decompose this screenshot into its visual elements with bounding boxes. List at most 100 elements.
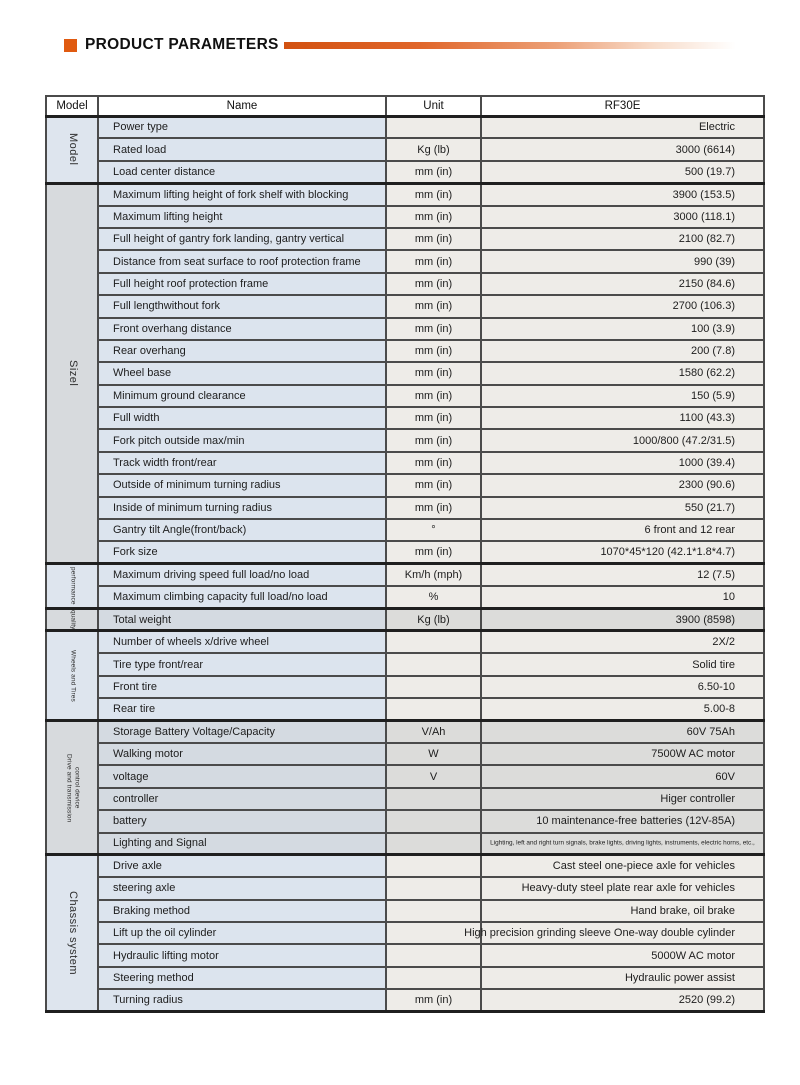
param-name: Maximum lifting height of fork shelf wit… [97, 181, 387, 207]
table-row: Minimum ground clearance mm (in) 150 (5.9) [46, 383, 765, 409]
param-name: Lighting and Signal [97, 831, 387, 856]
param-value: 2520 (99.2) [480, 988, 765, 1013]
param-unit [385, 876, 482, 901]
param-name: Storage Battery Voltage/Capacity [97, 719, 387, 744]
param-name: Drive axle [97, 853, 387, 879]
param-unit [385, 898, 482, 924]
table-row: Fork pitch outside max/min mm (in) 1000/80… [46, 428, 765, 453]
table-row: Front overhang distance mm (in) 100 (3.9) [46, 316, 765, 341]
param-name: Fork size [97, 540, 387, 565]
param-unit: mm (in) [385, 473, 482, 498]
param-unit: mm (in) [385, 226, 482, 252]
param-name: Rear tire [97, 697, 387, 722]
param-value: 5.00-8 [480, 697, 765, 722]
param-value: 2300 (90.6) [480, 473, 765, 498]
table-row: quality Total weight Kg (lb) 3900 (8598) [45, 607, 765, 633]
param-unit: mm (in) [385, 294, 482, 319]
param-unit: mm (in) [385, 540, 482, 565]
section-label-quality: quality [45, 607, 99, 633]
param-unit [385, 853, 482, 879]
param-unit: V/Ah [385, 719, 482, 744]
header-unit: Unit [385, 95, 482, 118]
param-value: Higer controller [480, 786, 765, 812]
param-name: Number of wheels x/drive wheel [97, 629, 387, 655]
param-unit: Kg (lb) [385, 607, 482, 633]
param-unit [385, 114, 482, 140]
param-unit: W [385, 741, 482, 767]
table-row: Tire type front/rear Solid tire [46, 652, 765, 677]
param-value: 10 maintenance-free batteries (12V-85A) [480, 809, 765, 834]
parameters-table: Model Name Unit RF30E Model Power type Ele… [45, 95, 765, 1014]
param-value: Hydraulic power assist [480, 965, 765, 991]
param-unit: mm (in) [385, 988, 482, 1013]
param-name: Maximum lifting height [97, 204, 387, 229]
param-value: 10 [480, 585, 765, 610]
param-value: 1000/800 (47.2/31.5) [480, 428, 765, 453]
param-value: 3000 (118.1) [480, 204, 765, 229]
param-name: Track width front/rear [97, 450, 387, 476]
param-value: 3900 (153.5) [480, 181, 765, 207]
param-value: 12 (7.5) [480, 562, 765, 588]
param-name: Maximum driving speed full load/no load [97, 562, 387, 588]
table-row: Hydraulic lifting motor 5000W AC motor [46, 943, 765, 968]
table-row: Rated load Kg (lb) 3000 (6614) [46, 137, 765, 162]
table-row: Track width front/rear mm (in) 1000 (39.4) [46, 450, 765, 476]
table-row: Full height of gantry fork landing, gant… [46, 226, 765, 252]
param-name: Tire type front/rear [97, 652, 387, 677]
param-unit [385, 831, 482, 856]
param-name: Outside of minimum turning radius [97, 473, 387, 498]
param-name: Full width [97, 406, 387, 431]
param-unit: mm (in) [385, 271, 482, 297]
table-row: Model Power type Electric [45, 114, 765, 185]
param-unit [385, 809, 482, 834]
section-label-wheels-and-tires: Wheels and Tires [45, 629, 99, 722]
table-row: voltage V 60V [46, 764, 765, 789]
param-name: voltage [97, 764, 387, 789]
table-row: Fork size mm (in) 1070*45*120 (42.1*1.8*4.… [46, 540, 765, 565]
table-row: steering axle Heavy-duty steel plate rear… [46, 876, 765, 901]
page-title-row: PRODUCT PARAMETERS [64, 36, 736, 54]
param-name: Full height of gantry fork landing, gant… [97, 226, 387, 252]
title-gradient-line [283, 42, 736, 49]
param-name: battery [97, 809, 387, 834]
param-name: Walking motor [97, 741, 387, 767]
param-unit: mm (in) [385, 361, 482, 386]
table-row: Full width mm (in) 1100 (43.3) [46, 406, 765, 431]
param-value: 60V 75Ah [480, 719, 765, 744]
param-value: 1070*45*120 (42.1*1.8*4.7) [480, 540, 765, 565]
param-value: 2100 (82.7) [480, 226, 765, 252]
section-label-sizel: Sizel [45, 181, 99, 565]
param-name: Hydraulic lifting motor [97, 943, 387, 968]
param-value: 3900 (8598) [480, 607, 765, 633]
param-name: Steering method [97, 965, 387, 991]
param-unit: mm (in) [385, 316, 482, 341]
param-name: Fork pitch outside max/min [97, 428, 387, 453]
param-name: Front overhang distance [97, 316, 387, 341]
table-row: Full lengthwithout fork mm (in) 2700 (106.… [46, 294, 765, 319]
section-label-drive-and-transmission-control-device: Drive and transmission control device [45, 719, 99, 856]
param-name: Minimum ground clearance [97, 383, 387, 409]
param-name: Inside of minimum turning radius [97, 495, 387, 521]
param-name: Gantry tilt Angle(front/back) [97, 518, 387, 543]
param-value: 990 (39) [480, 249, 765, 274]
param-value: 150 (5.9) [480, 383, 765, 409]
table-row: Maximum climbing capacity full load/no l… [46, 585, 765, 610]
param-value: 100 (3.9) [480, 316, 765, 341]
table-row: Distance from seat surface to roof prote… [46, 249, 765, 274]
param-value: Solid tire [480, 652, 765, 677]
param-value: 1000 (39.4) [480, 450, 765, 476]
param-unit [385, 921, 482, 946]
header-name: Name [97, 95, 387, 118]
header-row: Model Name Unit RF30E [45, 95, 765, 118]
param-unit [385, 629, 482, 655]
param-unit: V [385, 764, 482, 789]
param-unit: mm (in) [385, 450, 482, 476]
table-row: Maximum lifting height mm (in) 3000 (118.1… [46, 204, 765, 229]
param-unit: mm (in) [385, 249, 482, 274]
param-unit: mm (in) [385, 495, 482, 521]
param-unit [385, 786, 482, 812]
table-row: controller Higer controller [46, 786, 765, 812]
table-row: Outside of minimum turning radius mm (in)… [46, 473, 765, 498]
param-value: 1100 (43.3) [480, 406, 765, 431]
